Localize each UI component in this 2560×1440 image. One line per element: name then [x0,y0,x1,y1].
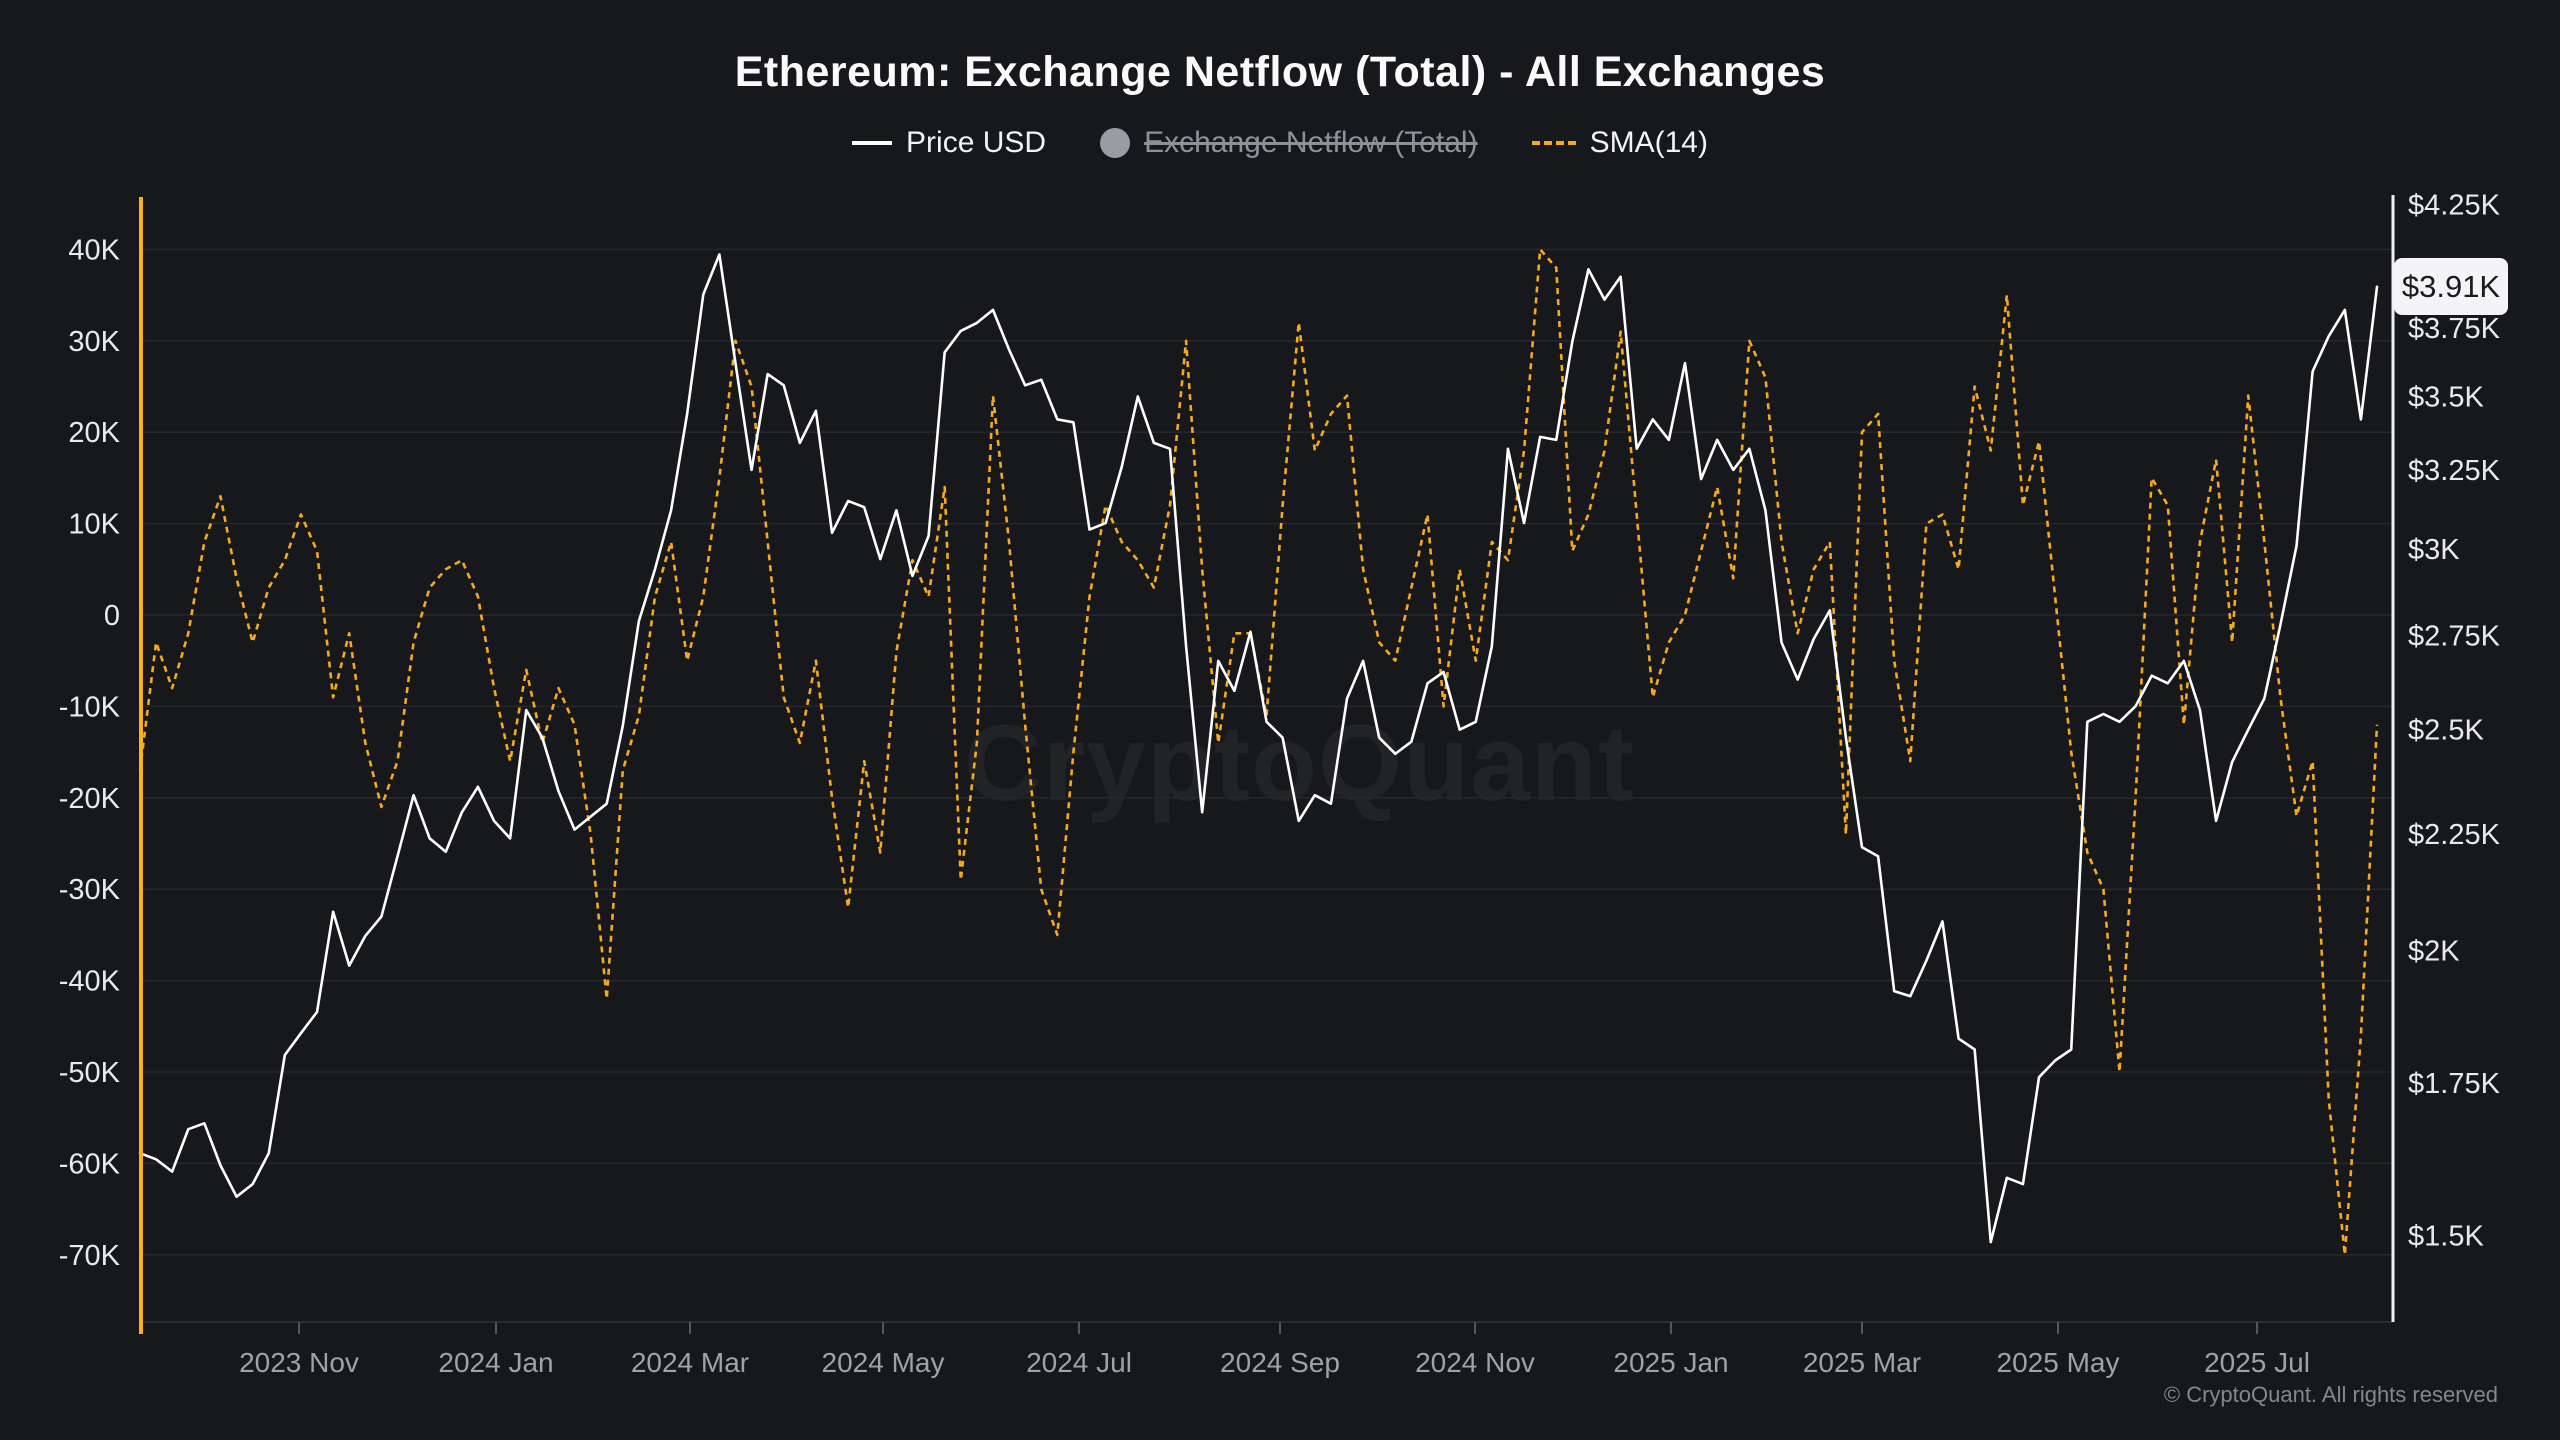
left-axis-tick-label: 20K [68,417,120,449]
x-axis-tick-label: 2025 Jan [1613,1347,1728,1378]
left-axis-tick-label: -40K [59,966,121,998]
copyright: © CryptoQuant. All rights reserved [2163,1382,2498,1407]
right-axis-tick-label: $4.25K [2408,189,2501,221]
left-axis-tick-label: 0 [104,600,120,632]
circle-series-icon [1100,128,1131,158]
right-axis-tick-label: $1.75K [2408,1068,2501,1100]
legend-item-label: Price USD [906,126,1047,159]
right-axis-tick-label: $3.5K [2408,382,2484,414]
x-axis-tick-label: 2024 Jan [438,1347,553,1378]
price-line [138,253,2379,1244]
x-axis-tick-label: 2024 Jul [1026,1347,1132,1378]
legend-item-label: Exchange Netflow (Total) [1144,126,1478,159]
left-axis-tick-label: 40K [68,234,120,266]
x-axis-tick-label: 2025 Jul [2204,1347,2310,1378]
dashed-series-icon [1531,141,1576,145]
right-axis-tick-label: $3K [2408,534,2460,566]
x-axis-tick-label: 2024 May [822,1347,945,1378]
sma-line [138,248,2379,1257]
right-axis-tick-label: $2.5K [2408,715,2484,747]
right-axis-tick-label: $3.25K [2408,455,2501,487]
right-axis-tick-label: $3.75K [2408,313,2501,345]
legend-item-label: SMA(14) [1589,126,1708,159]
legend-item-sma14[interactable]: SMA(14) [1531,126,1708,160]
right-axis-tick-label: $2.75K [2408,620,2501,652]
legend-item-exchange-netflow[interactable]: Exchange Netflow (Total) [1100,126,1478,160]
price-badge: $3.91K [2394,258,2508,316]
chart-title: Ethereum: Exchange Netflow (Total) - All… [734,48,1826,96]
x-axis-tick-label: 2024 Sep [1220,1347,1340,1378]
right-axis-tick-label: $2.25K [2408,819,2501,851]
x-axis-tick-label: 2025 Mar [1803,1347,1921,1378]
left-axis-tick-label: -70K [59,1240,121,1272]
left-axis-tick-label: -30K [59,874,121,906]
right-axis-tick-label: $1.5K [2408,1221,2484,1253]
left-axis-tick-label: -60K [59,1148,121,1180]
x-axis-tick-label: 2024 Nov [1415,1347,1535,1378]
x-axis-tick-label: 2025 May [1997,1347,2120,1378]
x-axis-tick-label: 2024 Mar [631,1347,749,1378]
left-axis-tick-label: -50K [59,1057,121,1089]
left-axis-tick-label: 10K [68,509,120,541]
right-axis-tick-label: $2K [2408,936,2460,968]
left-axis-tick-label: 30K [68,326,120,358]
x-axis-tick-label: 2023 Nov [239,1347,359,1378]
left-axis-tick-label: -10K [59,691,121,723]
line-series-icon [852,141,893,145]
left-axis-tick-label: -20K [59,783,121,815]
legend-item-price-usd[interactable]: Price USD [852,126,1046,160]
legend: Price USD Exchange Netflow (Total) SMA(1… [0,126,2560,160]
